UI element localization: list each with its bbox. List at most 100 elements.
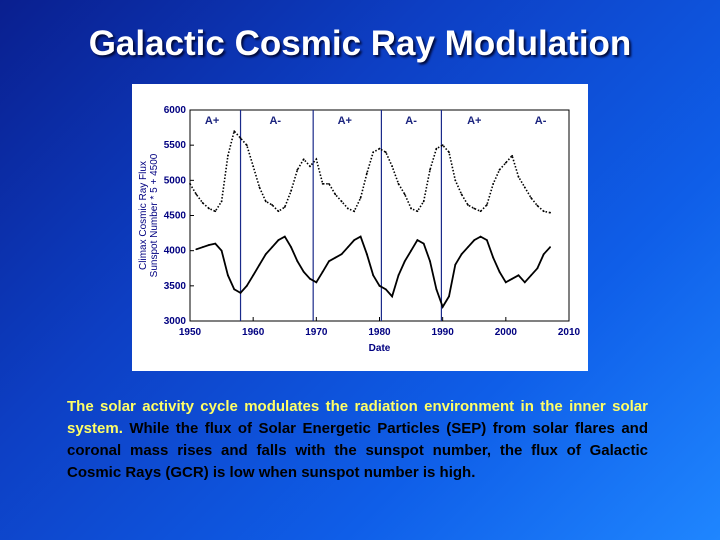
- data-point-cosmic_ray: [353, 239, 356, 242]
- data-point-sunspot: [353, 210, 356, 213]
- data-point-sunspot: [309, 165, 311, 168]
- data-point-cosmic_ray: [245, 284, 248, 287]
- x-tick-label: 2010: [558, 327, 581, 338]
- data-point-sunspot: [492, 182, 495, 185]
- plot-frame: [189, 109, 570, 322]
- y-tick-label: 5500: [164, 140, 187, 151]
- y-axis-label-secondary: Sunspot Number * 5 + 4500: [149, 153, 160, 277]
- data-point-sunspot: [460, 193, 463, 196]
- data-point-sunspot: [328, 182, 330, 185]
- data-point-sunspot: [391, 165, 394, 168]
- data-point-cosmic_ray: [416, 239, 419, 242]
- data-point-cosmic_ray: [258, 263, 261, 266]
- data-point-sunspot: [435, 147, 438, 150]
- data-point-cosmic_ray: [422, 242, 425, 245]
- data-point-cosmic_ray: [233, 288, 236, 291]
- polarity-label: A+: [338, 115, 352, 127]
- data-point-cosmic_ray: [391, 295, 394, 298]
- data-point-cosmic_ray: [315, 281, 318, 284]
- data-point-sunspot: [536, 204, 539, 207]
- data-point-cosmic_ray: [302, 270, 305, 273]
- x-tick-label: 1980: [368, 327, 391, 338]
- data-point-cosmic_ray: [378, 284, 381, 287]
- data-point-sunspot: [264, 200, 267, 203]
- data-point-sunspot: [340, 200, 343, 203]
- data-point-cosmic_ray: [454, 263, 457, 266]
- x-axis-label: Date: [369, 343, 391, 354]
- data-point-cosmic_ray: [321, 270, 324, 273]
- data-point-sunspot: [378, 147, 381, 150]
- data-point-cosmic_ray: [523, 281, 526, 284]
- data-point-cosmic_ray: [328, 260, 330, 263]
- data-point-sunspot: [372, 151, 375, 154]
- data-point-sunspot: [271, 204, 274, 206]
- data-point-cosmic_ray: [441, 306, 444, 308]
- data-point-cosmic_ray: [309, 277, 311, 280]
- data-point-sunspot: [302, 158, 305, 161]
- x-tick-label: 1970: [305, 327, 328, 338]
- data-point-cosmic_ray: [542, 253, 545, 256]
- caption-lead: The solar activity cycle modulates the r…: [67, 398, 648, 437]
- y-tick-label: 6000: [164, 105, 187, 116]
- data-point-sunspot: [214, 210, 217, 213]
- y-axis-label: Climax Cosmic Ray Flux: [138, 161, 149, 270]
- data-point-cosmic_ray: [214, 242, 217, 245]
- data-point-cosmic_ray: [359, 235, 362, 238]
- data-point-cosmic_ray: [485, 239, 488, 242]
- data-point-cosmic_ray: [511, 277, 514, 280]
- caption: The solar activity cycle modulates the r…: [67, 396, 648, 484]
- data-point-sunspot: [220, 200, 223, 203]
- data-point-cosmic_ray: [195, 248, 198, 251]
- series-line-sunspot: [189, 129, 551, 214]
- data-point-cosmic_ray: [290, 246, 292, 249]
- data-point-sunspot: [208, 207, 210, 210]
- data-point-cosmic_ray: [460, 253, 463, 256]
- data-point-cosmic_ray: [220, 249, 223, 252]
- data-point-cosmic_ray: [530, 274, 532, 277]
- data-point-sunspot: [365, 172, 368, 175]
- chart-panel: 1950 1960 1970 1980 1990 2000 2010 3000 3500 4000…: [132, 84, 588, 371]
- data-point-sunspot: [454, 179, 457, 182]
- data-point-cosmic_ray: [252, 274, 255, 277]
- y-tick-label: 5000: [164, 175, 187, 186]
- data-point-sunspot: [479, 210, 482, 213]
- data-point-sunspot: [195, 193, 198, 196]
- y-tick-label: 4500: [164, 211, 187, 222]
- slide-title: Galactic Cosmic Ray Modulation: [88, 24, 632, 63]
- polarity-label: A+: [467, 115, 481, 127]
- data-point-sunspot: [441, 144, 444, 147]
- data-point-sunspot: [233, 130, 236, 132]
- data-point-cosmic_ray: [384, 288, 387, 291]
- y-tick-label: 3000: [164, 316, 187, 327]
- data-point-cosmic_ray: [208, 244, 210, 246]
- data-point-sunspot: [542, 210, 545, 213]
- data-point-sunspot: [347, 207, 349, 210]
- polarity-label: A-: [269, 115, 281, 127]
- x-tick-label: 2000: [495, 327, 518, 338]
- data-point-cosmic_ray: [467, 246, 469, 249]
- data-point-sunspot: [517, 175, 520, 178]
- data-point-cosmic_ray: [504, 281, 507, 284]
- data-point-sunspot: [410, 207, 412, 210]
- data-point-cosmic_ray: [264, 253, 267, 256]
- data-point-sunspot: [473, 207, 476, 210]
- data-point-sunspot: [315, 158, 318, 161]
- data-point-sunspot: [416, 210, 419, 213]
- data-point-cosmic_ray: [448, 295, 450, 298]
- data-point-cosmic_ray: [201, 246, 204, 249]
- data-point-sunspot: [245, 144, 248, 147]
- data-point-cosmic_ray: [340, 253, 343, 256]
- data-point-cosmic_ray: [277, 239, 280, 242]
- data-point-cosmic_ray: [429, 260, 431, 263]
- data-point-sunspot: [448, 151, 450, 154]
- data-point-cosmic_ray: [435, 288, 438, 291]
- data-point-cosmic_ray: [239, 291, 242, 294]
- data-point-cosmic_ray: [334, 256, 337, 259]
- data-point-sunspot: [290, 189, 292, 192]
- data-point-cosmic_ray: [492, 256, 495, 259]
- data-point-sunspot: [511, 154, 514, 157]
- y-tick-label: 4000: [164, 246, 187, 257]
- data-point-sunspot: [283, 206, 286, 208]
- data-point-cosmic_ray: [410, 249, 412, 252]
- data-point-cosmic_ray: [498, 270, 501, 273]
